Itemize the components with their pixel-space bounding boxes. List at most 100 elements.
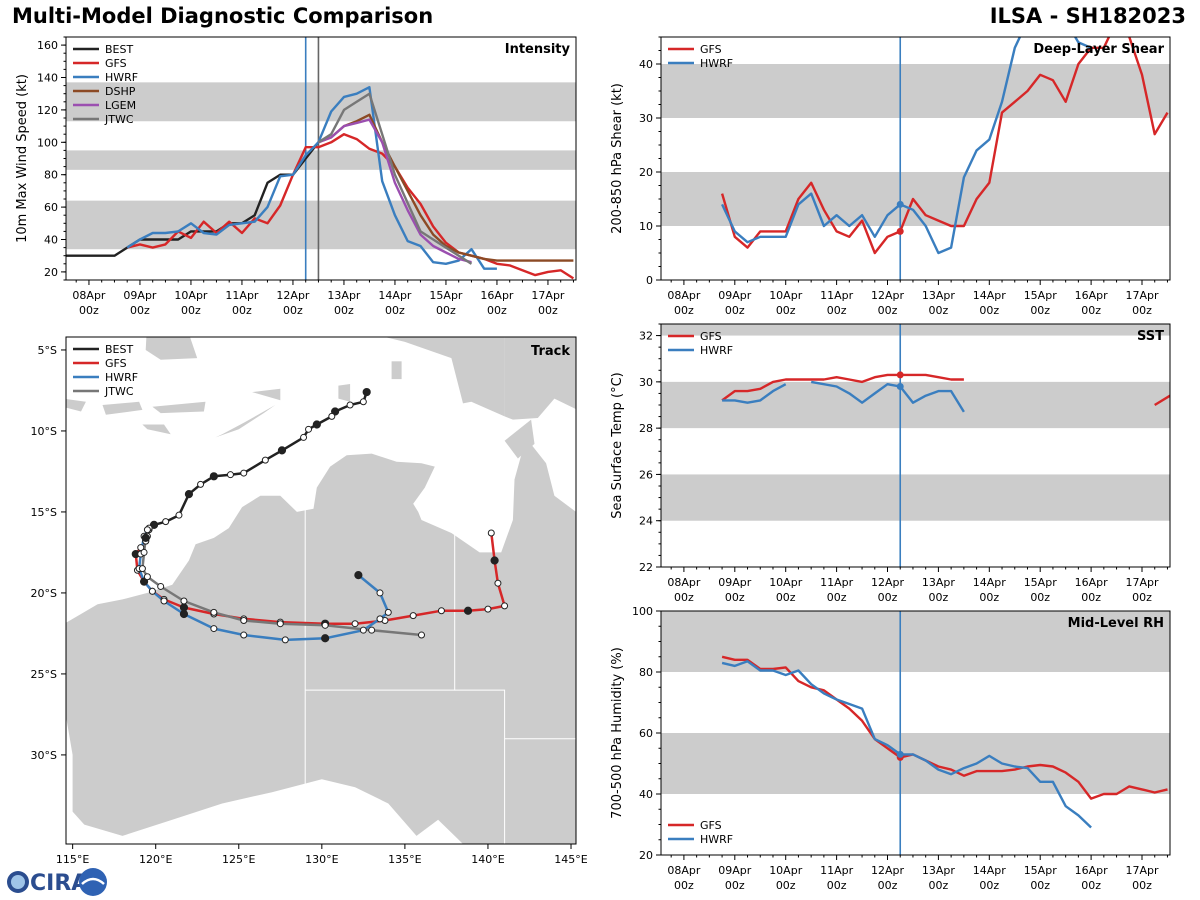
- intensity-xtick-label-hour-2: 00z: [181, 304, 201, 317]
- track-xtick-label-1: 120°E: [139, 853, 172, 866]
- intensity-ytick-label-0: 20: [44, 266, 58, 279]
- shear-legend-label-hwrf: HWRF: [700, 57, 733, 70]
- rh-xtick-label-date-1: 09Apr: [718, 864, 752, 877]
- rh-xtick-label-date-9: 17Apr: [1125, 864, 1159, 877]
- sulawesi-landmass: [145, 337, 198, 360]
- sst-axes-frame: [660, 323, 1171, 568]
- intensity-ytick-label-1: 40: [44, 234, 58, 247]
- shear-xtick-label-hour-7: 00z: [1030, 304, 1050, 317]
- track-point-gfs: [437, 607, 445, 615]
- track-ytick-label-2: 15°S: [31, 506, 57, 519]
- track-point-best: [240, 469, 248, 477]
- intensity-ytick-label-7: 160: [37, 39, 58, 52]
- figure-title: Multi-Model Diagnostic Comparison: [12, 4, 434, 28]
- intensity-xtick-label-date-0: 08Apr: [72, 289, 106, 302]
- rh-xtick-label-date-8: 16Apr: [1075, 864, 1109, 877]
- intensity-series-jtwc-5: [317, 92, 473, 265]
- buru-landmass: [272, 321, 295, 332]
- track-point-best: [346, 401, 354, 409]
- track-point-gfs: [409, 612, 417, 620]
- sumbawa-landmass: [102, 401, 143, 415]
- rh-series-group: [721, 655, 1168, 829]
- intensity-xtick-label-date-4: 12Apr: [276, 289, 310, 302]
- shear-xtick-label-date-4: 12Apr: [871, 289, 905, 302]
- intensity-panel-title: Intensity: [505, 42, 571, 57]
- new-guinea-west-landmass: [384, 337, 505, 417]
- seram-landmass: [292, 316, 335, 331]
- track-point-hwrf: [354, 571, 363, 580]
- shear-xtick-label-hour-6: 00z: [979, 304, 999, 317]
- sst-band-0: [661, 474, 1170, 521]
- intensity-legend-label-lgem: LGEM: [105, 99, 136, 112]
- intensity-band-2: [66, 82, 576, 122]
- shear-xtick-label-hour-9: 00z: [1132, 304, 1152, 317]
- sst-xtick-label-hour-9: 00z: [1132, 591, 1152, 604]
- intensity-xtick-label-hour-4: 00z: [283, 304, 303, 317]
- sst-xtick-label-date-9: 17Apr: [1125, 576, 1159, 589]
- track-panel: 115°E 120°E 125°E 130°E 135°E 140°E 145°E 5°S 10…: [31, 316, 588, 866]
- track-point-jtwc: [138, 565, 146, 573]
- shear-xtick-label-hour-0: 00z: [674, 304, 694, 317]
- rh-ytick-label-3: 80: [639, 666, 653, 679]
- rh-ytick-label-4: 100: [632, 605, 653, 618]
- sst-xtick-label-date-1: 09Apr: [718, 576, 752, 589]
- sst-xtick-label-hour-2: 00z: [776, 591, 796, 604]
- rh-band-0: [661, 733, 1170, 794]
- sst-ytick-label-0: 22: [639, 561, 653, 574]
- intensity-series-best-0: [66, 141, 320, 257]
- track-point-best: [162, 518, 170, 526]
- track-xtick-label-6: 145°E: [554, 853, 587, 866]
- rh-xtick-label-hour-4: 00z: [878, 879, 898, 892]
- track-xtick-label-2: 125°E: [222, 853, 255, 866]
- flores-landmass: [152, 401, 206, 414]
- intensity-xtick-label-date-6: 14Apr: [378, 289, 412, 302]
- sst-ytick-label-1: 24: [639, 515, 653, 528]
- aru-landmass: [391, 361, 402, 380]
- track-point-jtwc: [141, 533, 150, 542]
- intensity-ylabel: 10m Max Wind Speed (kt): [15, 74, 30, 243]
- track-point-best: [312, 420, 321, 429]
- tanimbar-landmass: [338, 384, 351, 402]
- track-point-hwrf: [179, 609, 189, 619]
- rh-ylabel: 700-500 hPa Humidity (%): [610, 647, 625, 819]
- sst-xtick-label-hour-8: 00z: [1081, 591, 1101, 604]
- track-xtick-label-5: 140°E: [471, 853, 504, 866]
- rh-marker-hwrf-1: [896, 750, 904, 758]
- track-point-jtwc: [276, 620, 284, 628]
- logo-globe-inner: [11, 875, 25, 889]
- track-point-best: [261, 456, 269, 464]
- shear-xtick-label-date-1: 09Apr: [718, 289, 752, 302]
- rh-xtick-label-date-7: 15Apr: [1024, 864, 1058, 877]
- rh-xtick-label-hour-7: 00z: [1030, 879, 1050, 892]
- track-point-hwrf: [359, 626, 367, 634]
- intensity-series-gfs-1: [126, 132, 575, 280]
- rh-xtick-label-hour-8: 00z: [1081, 879, 1101, 892]
- sst-xtick-label-date-6: 14Apr: [973, 576, 1007, 589]
- sumba-landmass: [142, 424, 171, 435]
- track-point-best: [197, 480, 205, 488]
- track-ytick-label-0: 5°S: [38, 344, 57, 357]
- shear-legend-label-gfs: GFS: [700, 43, 722, 56]
- sst-band-2: [661, 324, 1170, 336]
- track-point-gfs: [463, 606, 473, 615]
- sst-xtick-label-date-5: 13Apr: [922, 576, 956, 589]
- intensity-xtick-label-date-8: 16Apr: [480, 289, 514, 302]
- track-point-hwrf: [160, 597, 168, 605]
- track-point-best: [175, 511, 183, 519]
- logo-seal-wave: [81, 877, 105, 885]
- logo-text: CIRA: [30, 871, 88, 896]
- track-point-jtwc: [143, 526, 151, 534]
- rh-xtick-label-date-5: 13Apr: [922, 864, 956, 877]
- shear-xtick-label-hour-1: 00z: [725, 304, 745, 317]
- rh-legend-label-gfs: GFS: [700, 819, 722, 832]
- intensity-xtick-label-hour-1: 00z: [130, 304, 150, 317]
- shear-ytick-label-1: 10: [639, 220, 653, 233]
- rh-xtick-label-hour-2: 00z: [776, 879, 796, 892]
- sst-marker-gfs-0: [896, 371, 904, 379]
- sst-xtick-label-hour-6: 00z: [979, 591, 999, 604]
- sst-ytick-label-5: 32: [639, 330, 653, 343]
- sst-ytick-label-4: 30: [639, 376, 653, 389]
- track-point-hwrf: [376, 589, 384, 597]
- track-point-hwrf: [384, 608, 392, 616]
